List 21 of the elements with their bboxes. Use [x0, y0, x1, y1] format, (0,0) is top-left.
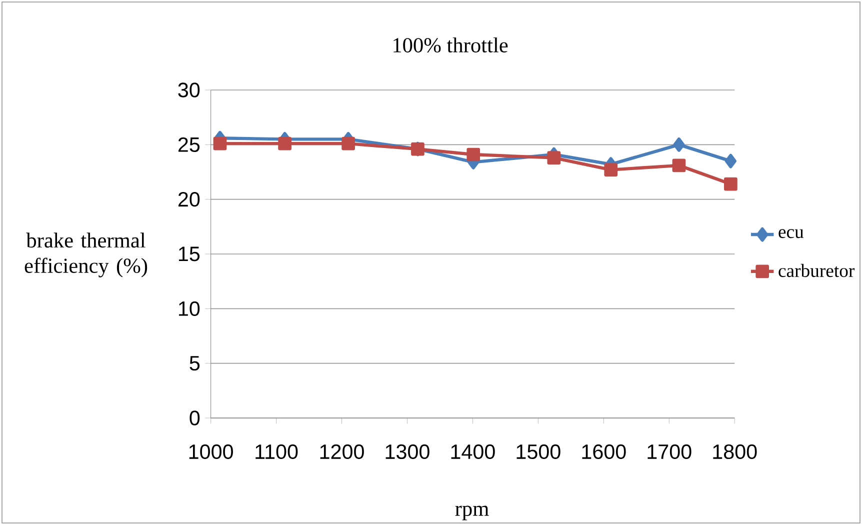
x-tick-label: 1600: [582, 444, 626, 460]
x-tick-label: 1100: [256, 444, 298, 460]
legend-label: carburetor: [778, 264, 855, 278]
x-tick-label: 1800: [713, 444, 757, 460]
y-tick-label: 10: [178, 301, 200, 316]
y-tick-label: 15: [178, 246, 200, 262]
y-tick-label: 5: [190, 356, 200, 371]
y-tick-label: 30: [178, 82, 200, 98]
y-tick-label: 20: [178, 192, 200, 207]
y-tick-label: 0: [190, 410, 200, 426]
y-tick-label: 25: [178, 137, 200, 152]
legend-label: ecu: [778, 229, 804, 238]
x-tick-label: 1300: [386, 444, 430, 460]
x-tick-label: 1200: [320, 444, 364, 460]
x-tick-label: 1700: [648, 444, 692, 460]
x-axis-title: rpm: [455, 506, 489, 520]
x-tick-label: 1500: [516, 444, 560, 460]
x-tick-label: 1400: [451, 444, 495, 460]
x-tick-label: 1000: [189, 444, 233, 460]
y-axis-title: brake thermal efficiency (%): [24, 232, 148, 278]
chart-title: 100% throttle: [394, 37, 508, 53]
